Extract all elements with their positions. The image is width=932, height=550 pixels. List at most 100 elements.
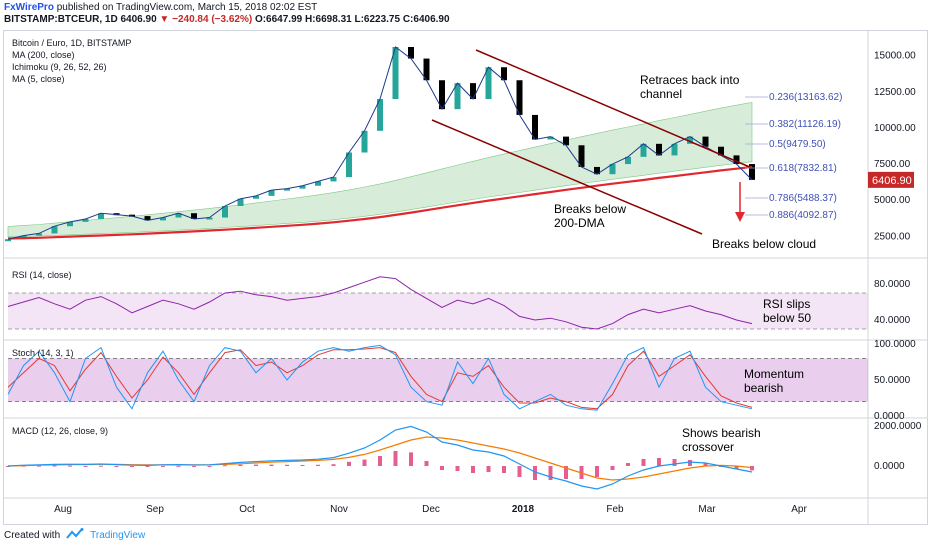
macd-histogram-bar — [161, 465, 165, 467]
macd-histogram-bar — [300, 465, 305, 466]
macd-tick-label: 2000.0000 — [874, 421, 922, 432]
ma200-line — [7, 165, 753, 240]
macd-histogram-bar — [502, 466, 506, 473]
price-candle — [625, 156, 631, 165]
macd-histogram-bar — [52, 465, 57, 467]
brand-name[interactable]: FxWirePro — [4, 2, 54, 13]
publisher-line: FxWirePro published on TradingView.com, … — [4, 2, 317, 13]
price-candle — [268, 190, 275, 196]
macd-histogram-bar — [610, 466, 615, 470]
macd-histogram-bar — [672, 459, 677, 466]
price-candle — [315, 181, 321, 186]
macd-histogram-bar — [471, 466, 475, 473]
channel-upper-line — [475, 49, 753, 169]
symbol-label: BITSTAMP:BTCEUR, 1D — [4, 14, 118, 25]
rsi-band — [8, 293, 868, 329]
price-candle — [237, 198, 244, 206]
macd-histogram-bar — [83, 465, 88, 467]
price-candle — [547, 136, 554, 140]
date-tick-label: Oct — [239, 504, 255, 515]
stoch-band — [8, 358, 868, 402]
price-candle — [532, 114, 538, 140]
macd-histogram-bar — [223, 465, 227, 467]
macd-histogram-bar — [269, 464, 274, 466]
main-legend-item: Bitcoin / Euro, 1D, BITSTAMP — [12, 38, 131, 48]
fib-level-label: 0.618(7832.81) — [769, 163, 837, 174]
change-indicator-icon: ▼ — [159, 14, 170, 25]
chart-frame — [3, 30, 928, 525]
date-tick-label: Sep — [146, 504, 164, 515]
macd-histogram-bar — [393, 451, 398, 466]
channel-lower-line — [431, 119, 703, 235]
price-candle — [640, 143, 647, 157]
footer: Created with TradingView — [4, 528, 145, 543]
main-legend-item: Ichimoku (9, 26, 52, 26) — [12, 62, 107, 72]
price-candle — [454, 83, 461, 110]
price-candle — [485, 67, 492, 100]
fib-level-label: 0.382(11126.19) — [769, 119, 841, 130]
macd-histogram-bar — [486, 466, 491, 472]
macd-histogram-bar — [409, 452, 413, 466]
macd-histogram-bar — [37, 465, 41, 467]
macd-histogram-bar — [595, 466, 599, 477]
price-candle — [346, 152, 352, 178]
macd-histogram-bar — [114, 466, 119, 467]
price-candle — [67, 221, 73, 227]
macd-histogram-bar — [424, 461, 429, 466]
macd-histogram-bar — [130, 466, 134, 467]
price-candle — [671, 143, 678, 156]
tradingview-link[interactable]: TradingView — [90, 530, 146, 541]
price-tick-label: 2500.00 — [874, 231, 911, 242]
annotation-breaks-200dma: Breaks below 200-DMA — [554, 202, 626, 230]
date-tick-label: Nov — [330, 504, 348, 515]
price-candle — [36, 233, 42, 236]
price-candle — [470, 83, 476, 100]
price-candle — [144, 216, 151, 221]
stoch-tick-label: 100.0000 — [874, 339, 916, 350]
rsi-legend: RSI (14, close) — [12, 270, 72, 280]
price-candle — [501, 67, 507, 81]
macd-histogram-bar — [548, 466, 553, 480]
macd-histogram-bar — [750, 466, 754, 471]
price-candle — [702, 136, 709, 147]
price-candle — [253, 195, 259, 199]
macd-line — [7, 425, 753, 490]
change-value: −240.84 (−3.62%) — [172, 14, 253, 25]
annotation-rsi: RSI slips below 50 — [763, 297, 811, 325]
macd-histogram-bar — [192, 466, 196, 467]
ma5-line — [7, 46, 753, 240]
price-candle — [609, 164, 616, 175]
price-candle — [563, 136, 569, 146]
main-legend-item: MA (200, close) — [12, 50, 75, 60]
stoch-legend: Stoch (14, 3, 1) — [12, 348, 74, 358]
macd-histogram-bar — [378, 456, 382, 466]
macd-histogram-bar — [145, 466, 150, 467]
stoch-tick-label: 0.0000 — [874, 411, 905, 422]
price-candle — [98, 213, 104, 219]
macd-histogram-bar — [207, 465, 212, 467]
date-tick-label: 2018 — [512, 504, 535, 515]
price-candle — [222, 205, 228, 218]
main-legend-item: MA (5, close) — [12, 74, 65, 84]
price-candle — [749, 164, 755, 180]
macd-histogram-bar — [176, 465, 181, 467]
price-candle — [299, 185, 306, 189]
last-price-box — [868, 171, 914, 188]
date-tick-label: Feb — [606, 504, 624, 515]
price-candle — [51, 226, 58, 234]
fib-level-label: 0.786(5488.37) — [769, 193, 837, 204]
price-candle — [687, 136, 693, 144]
macd-histogram-bar — [440, 466, 444, 470]
price-tick-label: 5000.00 — [874, 195, 911, 206]
price-tick-label: 12500.00 — [874, 87, 916, 98]
macd-histogram-bar — [517, 466, 522, 477]
published-text: published on TradingView.com, March 15, … — [56, 2, 318, 13]
macd-legend: MACD (12, 26, close, 9) — [12, 426, 108, 436]
date-tick-label: Apr — [791, 504, 807, 515]
macd-histogram-bar — [238, 464, 243, 466]
macd-tick-label: 0.0000 — [874, 461, 905, 472]
price-candle — [330, 177, 337, 182]
macd-histogram-bar — [68, 465, 72, 467]
macd-histogram-bar — [6, 466, 10, 467]
